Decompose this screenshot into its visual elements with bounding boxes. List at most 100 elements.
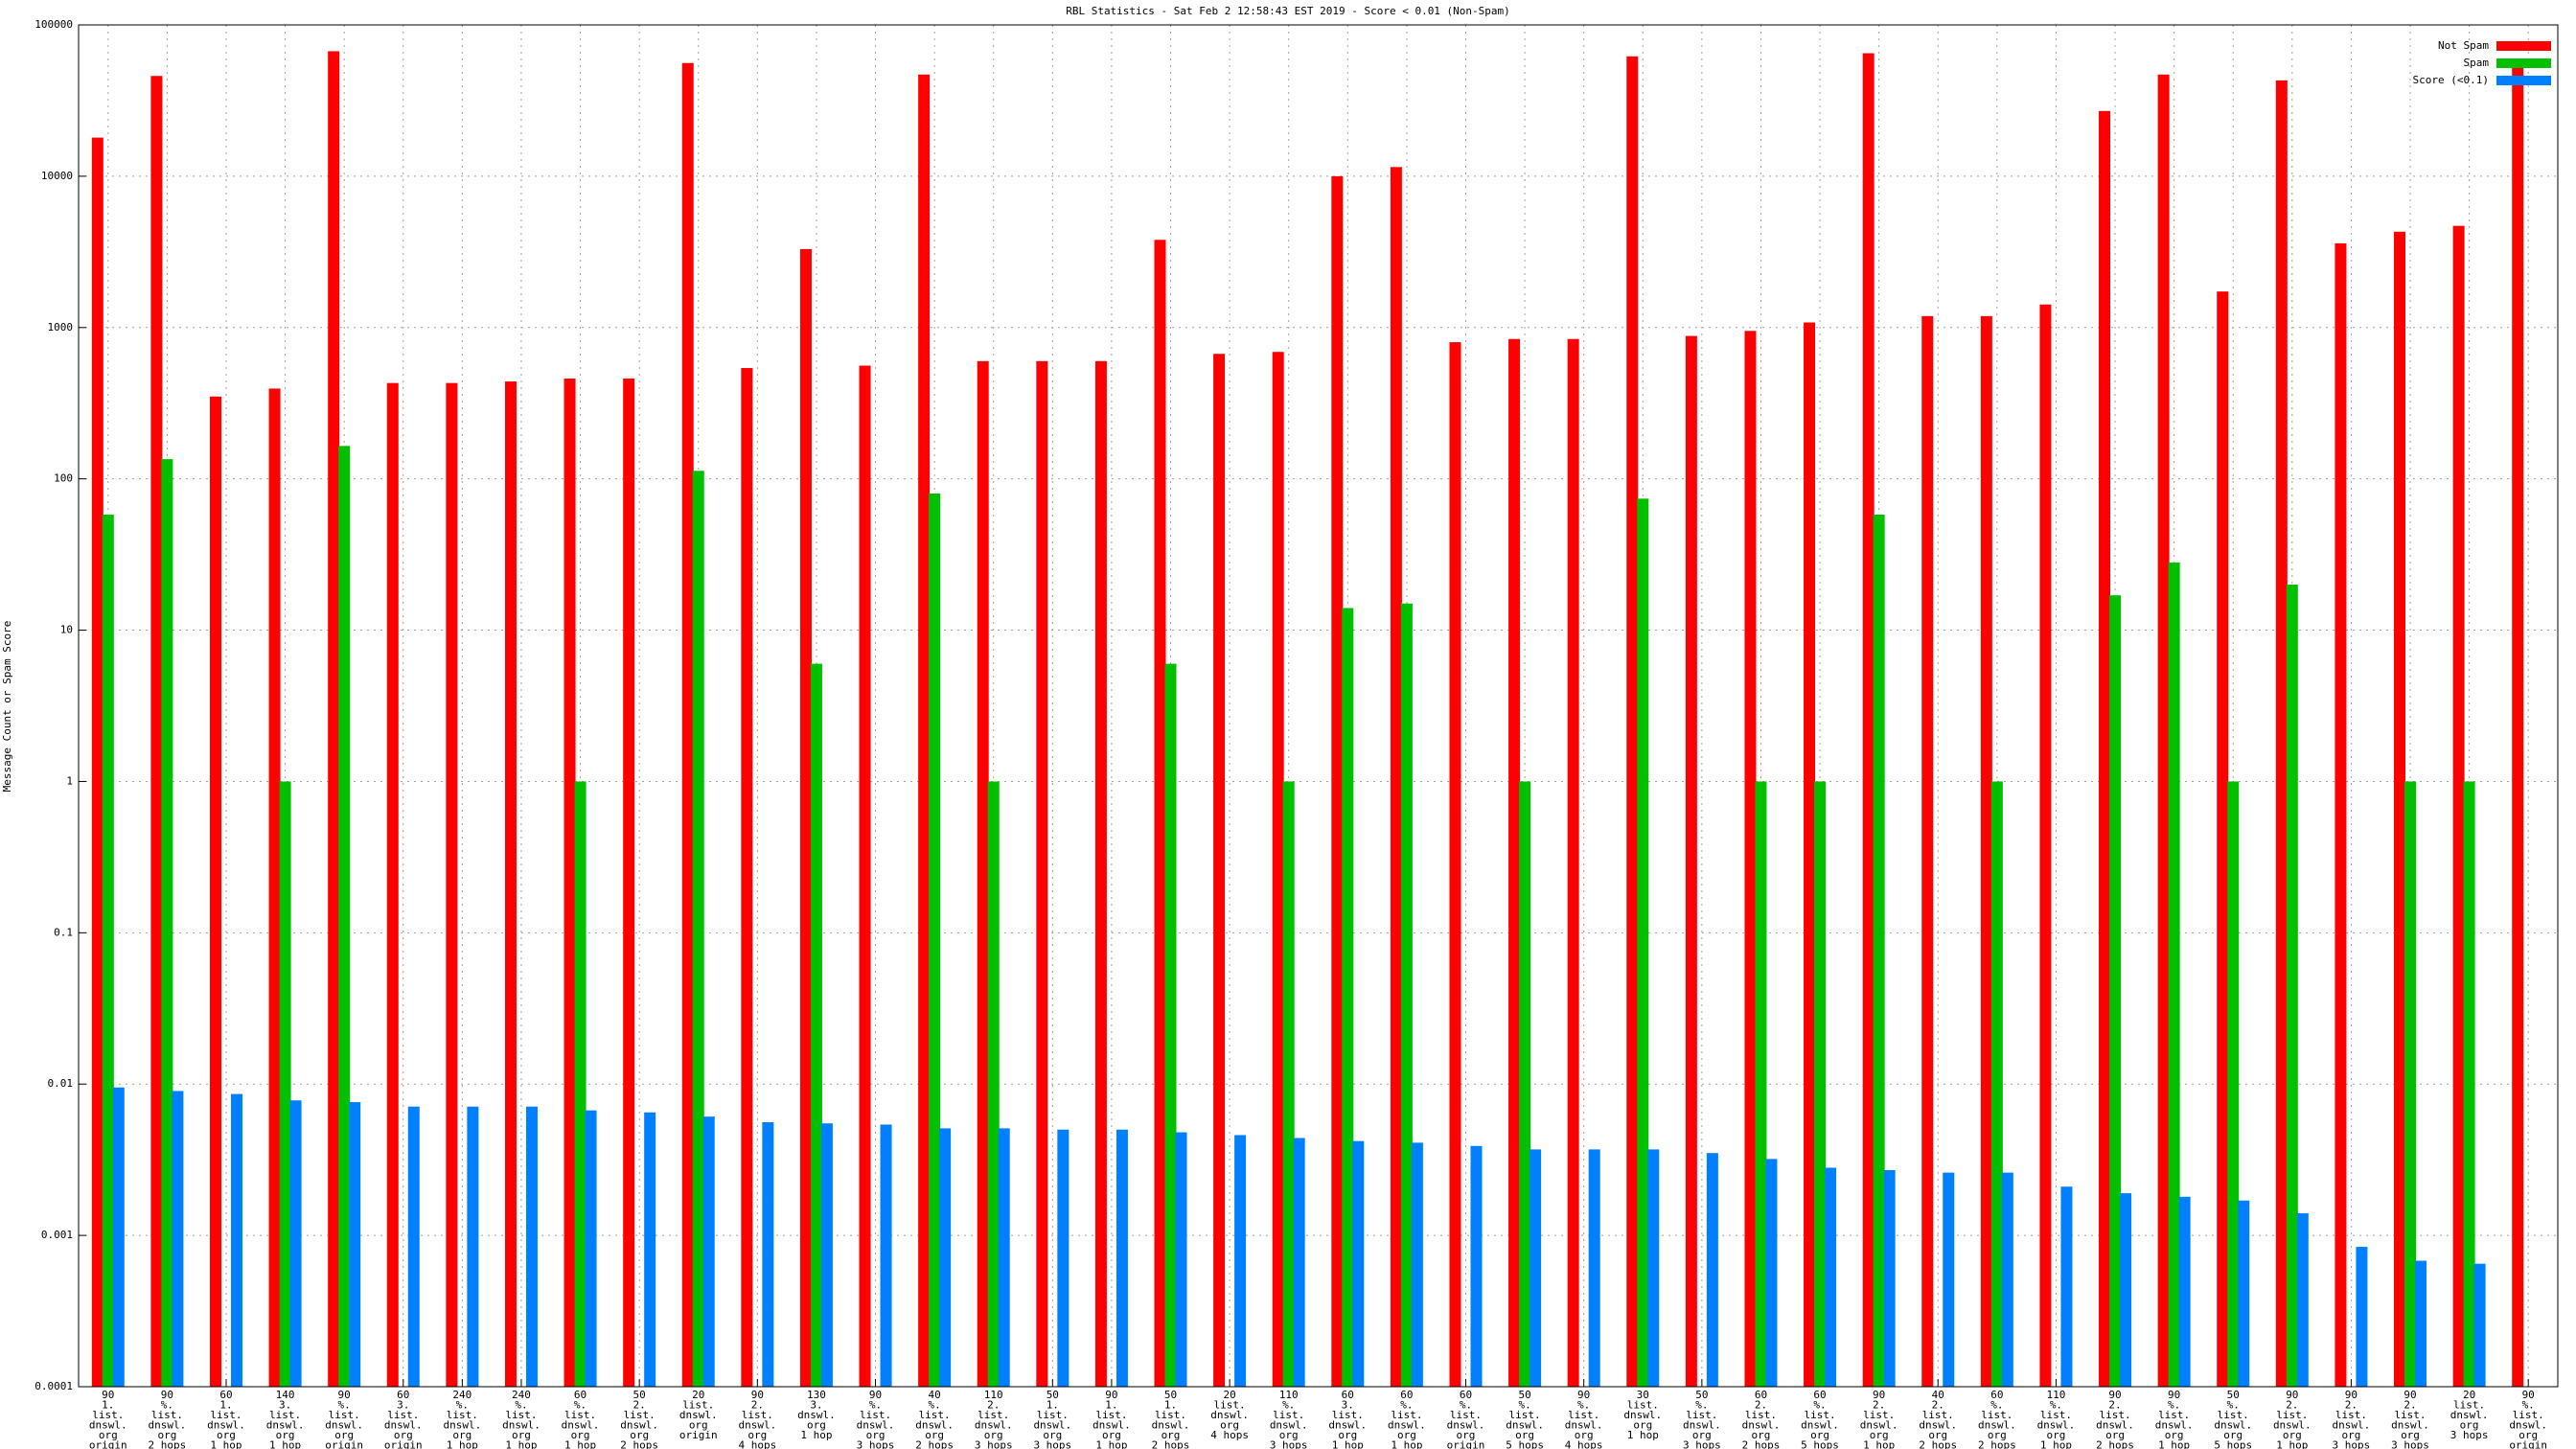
bar <box>810 663 822 1387</box>
x-tick-label-line: 90 <box>1873 1389 1885 1401</box>
x-tick-label-line: dnswl. <box>1565 1419 1603 1432</box>
y-tick-label: 100 <box>54 472 73 485</box>
bar <box>918 74 931 1388</box>
x-tick-label-line: 3. <box>810 1399 822 1412</box>
x-tick-label-line: 1 hop <box>2158 1439 2190 1449</box>
x-tick-label-line: dnswl. <box>975 1419 1013 1432</box>
bar <box>349 1102 361 1387</box>
bar <box>741 368 753 1388</box>
bar <box>1873 515 1885 1387</box>
bar <box>2452 225 2465 1387</box>
x-tick-label-line: 3 hops <box>975 1439 1013 1449</box>
x-tick-label-line: org <box>1870 1429 1889 1441</box>
x-tick-label-line: 4 hops <box>1565 1439 1603 1449</box>
x-tick-label: 60 3. list. dnswl. org origin <box>384 1389 423 1449</box>
x-tick-label-line: %. <box>1460 1399 1472 1412</box>
bar <box>268 388 281 1388</box>
x-tick-label-line: list. <box>1863 1409 1895 1421</box>
y-tick-label: 100000 <box>34 18 73 31</box>
x-tick-label-line: %. <box>1695 1399 1708 1412</box>
x-tick-label-line: dnswl. <box>149 1419 187 1432</box>
x-tick-label-line: dnswl. <box>1860 1419 1898 1432</box>
x-tick-label-line: origin <box>89 1439 127 1449</box>
x-tick-label-line: %. <box>869 1399 882 1412</box>
legend-swatch <box>2496 58 2551 68</box>
x-tick-label: 90 2. list. dnswl. org 2 hops <box>2096 1389 2134 1449</box>
bar <box>2168 562 2180 1387</box>
x-tick-label-line: list. <box>919 1409 951 1421</box>
x-tick-label-line: list. <box>1332 1409 1364 1421</box>
x-tick-label-line: dnswl. <box>2333 1419 2371 1432</box>
bar <box>2157 74 2170 1388</box>
x-tick-label-line: list. <box>682 1399 714 1412</box>
x-tick-label-line: 3 hops <box>2333 1439 2371 1449</box>
x-tick-label-line: list. <box>92 1409 124 1421</box>
bar <box>1626 56 1639 1387</box>
x-tick-label: 90 2. list. dnswl. org 4 hops <box>738 1389 776 1449</box>
bar <box>504 381 517 1387</box>
x-tick-label-line: list. <box>742 1409 773 1421</box>
x-tick-label-line: dnswl. <box>1683 1419 1721 1432</box>
x-tick-label-line: dnswl. <box>2450 1409 2489 1421</box>
x-tick-label: 90%. list. dnswl. org 1 hop <box>2155 1389 2194 1449</box>
bar <box>279 781 291 1387</box>
x-tick-label-line: 2 hops <box>2096 1439 2134 1449</box>
x-tick-label-line: dnswl. <box>2391 1419 2429 1432</box>
x-tick-label-line: 50 <box>1046 1389 1059 1401</box>
x-tick-label-line: list. <box>1804 1409 1835 1421</box>
bar <box>977 360 989 1388</box>
x-tick-label-line: dnswl. <box>2037 1419 2076 1432</box>
x-tick-label: 240%. list. dnswl. org 1 hop <box>502 1389 540 1449</box>
bar <box>2415 1260 2427 1387</box>
x-tick-label-line: list. <box>2453 1399 2485 1412</box>
x-tick-label-line: 1 hop <box>447 1439 478 1449</box>
x-tick-label-line: 40 <box>1932 1389 1944 1401</box>
x-tick-label-line: 2 hops <box>1742 1439 1781 1449</box>
x-tick-label: 40 2. list. dnswl. org 2 hops <box>1919 1389 1957 1449</box>
bar <box>172 1091 184 1387</box>
bar <box>2099 110 2111 1387</box>
x-tick-label-line: dnswl. <box>1033 1419 1071 1432</box>
x-tick-label-line: dnswl. <box>915 1419 954 1432</box>
x-tick-label-line: dnswl. <box>1623 1409 1662 1421</box>
bar <box>1980 315 1992 1388</box>
x-tick-label: 110%. list. dnswl. org 1 hop <box>2037 1389 2076 1449</box>
x-tick-label-line: list. <box>1214 1399 1246 1412</box>
x-tick-label-line: 1 hop <box>2276 1439 2308 1449</box>
x-tick-label-line: 2. <box>1932 1399 1944 1412</box>
x-tick-label: 90 1. list. dnswl. org origin <box>89 1389 127 1449</box>
plot-frame <box>78 24 2559 1388</box>
bar <box>102 515 114 1387</box>
x-tick-label-line: list. <box>2158 1409 2190 1421</box>
bar <box>2286 585 2298 1387</box>
x-tick-label-line: 1 hop <box>800 1429 832 1441</box>
bar <box>880 1124 892 1387</box>
x-tick-label-line: org <box>1515 1429 1534 1441</box>
bar <box>2217 291 2229 1388</box>
x-tick-label-line: org <box>1575 1429 1594 1441</box>
y-tick-label: 0.1 <box>54 926 73 938</box>
x-tick-label: 60 3. list. dnswl. org 1 hop <box>1328 1389 1367 1449</box>
bar <box>1390 167 1402 1387</box>
x-tick-label-line: 20 <box>692 1389 704 1401</box>
x-tick-label-line: list. <box>387 1409 419 1421</box>
x-tick-label-line: list. <box>2276 1409 2308 1421</box>
x-tick-label-line: %. <box>2168 1399 2180 1412</box>
bar <box>1331 175 1344 1387</box>
y-tick-label: 1000 <box>48 321 74 334</box>
x-tick-label-line: list. <box>269 1409 301 1421</box>
bar <box>1647 1149 1660 1387</box>
x-tick-label-line: list. <box>624 1409 656 1421</box>
bar <box>1755 781 1767 1387</box>
x-tick-label-line: 50 <box>1695 1389 1708 1401</box>
bar <box>338 446 351 1387</box>
x-tick-label-line: 90 <box>1105 1389 1117 1401</box>
x-tick-label-line: 40 <box>929 1389 941 1401</box>
x-tick-label-line: org <box>571 1429 590 1441</box>
x-tick-label-line: 90 <box>161 1389 173 1401</box>
chart-title: RBL Statistics - Sat Feb 2 12:58:43 EST … <box>1066 5 1510 17</box>
x-tick-label-line: 1 hop <box>1863 1439 1895 1449</box>
x-tick-label-line: %. <box>1813 1399 1826 1412</box>
x-tick-label-line: list. <box>2040 1409 2072 1421</box>
